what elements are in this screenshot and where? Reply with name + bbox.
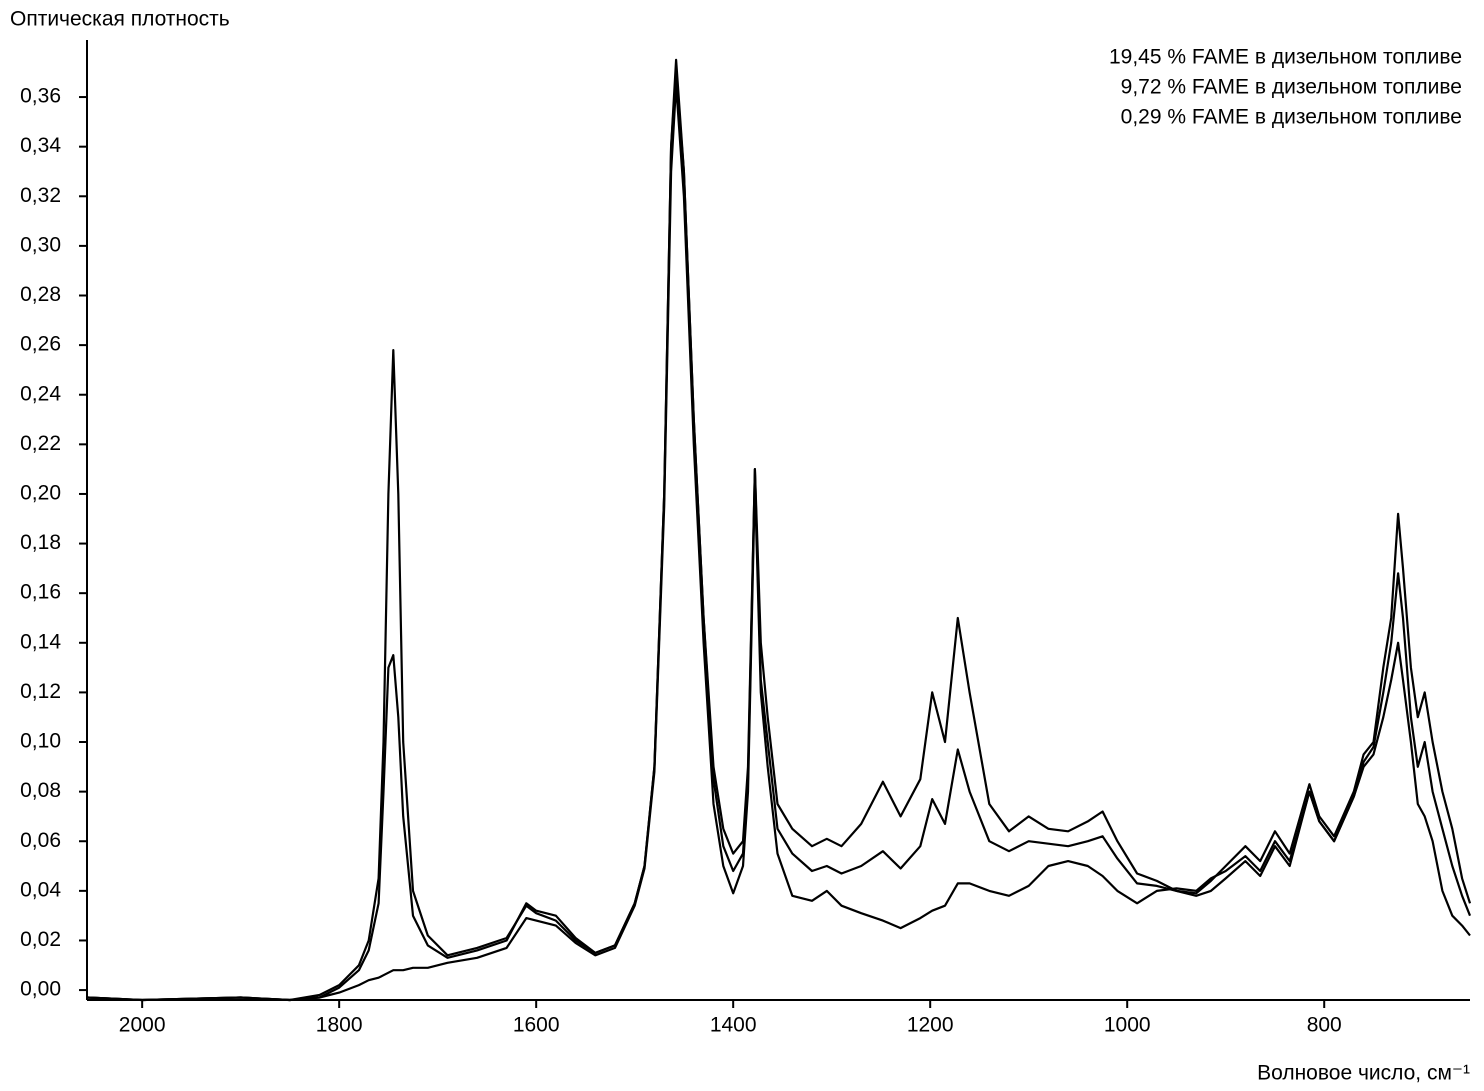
spectrum-line [86, 58, 1472, 1002]
legend-entry: 0,29 % FAME в дизельном топливе [1121, 106, 1462, 129]
y-tick-label: 0,36 [20, 85, 61, 108]
y-tick-label: 0,04 [20, 878, 61, 901]
x-tick-label: 1000 [1104, 1014, 1151, 1037]
x-tick-label: 800 [1307, 1014, 1342, 1037]
y-tick-label: 0,32 [20, 184, 61, 207]
y-tick-label: 0,02 [20, 928, 61, 951]
y-tick-label: 0,30 [20, 233, 61, 256]
y-tick-label: 0,14 [20, 630, 61, 653]
y-tick-label: 0,16 [20, 581, 61, 604]
x-axis-label: Волновое число, см⁻¹ [1257, 1062, 1470, 1085]
x-tick-label: 1600 [513, 1014, 560, 1037]
y-axis-label: Оптическая плотность [10, 8, 230, 31]
legend-entry: 19,45 % FAME в дизельном топливе [1109, 46, 1462, 69]
y-tick-label: 0,12 [20, 680, 61, 703]
spectrum-line [86, 83, 1471, 1002]
x-tick-label: 1200 [907, 1014, 954, 1037]
y-tick-label: 0,00 [20, 978, 61, 1001]
y-tick-label: 0,06 [20, 829, 61, 852]
spectrum-line [86, 71, 1472, 1002]
y-tick-label: 0,10 [20, 730, 61, 753]
y-tick-label: 0,08 [20, 779, 61, 802]
y-tick-label: 0,34 [20, 134, 61, 157]
y-tick-label: 0,22 [20, 432, 61, 455]
y-tick-label: 0,26 [20, 333, 61, 356]
legend-entry: 9,72 % FAME в дизельном топливе [1121, 76, 1462, 99]
y-tick-label: 0,24 [20, 382, 61, 405]
x-tick-label: 1400 [710, 1014, 757, 1037]
x-tick-label: 1800 [316, 1014, 363, 1037]
y-tick-label: 0,28 [20, 283, 61, 306]
x-tick-label: 2000 [119, 1014, 166, 1037]
y-tick-label: 0,18 [20, 531, 61, 554]
y-tick-label: 0,20 [20, 482, 61, 505]
